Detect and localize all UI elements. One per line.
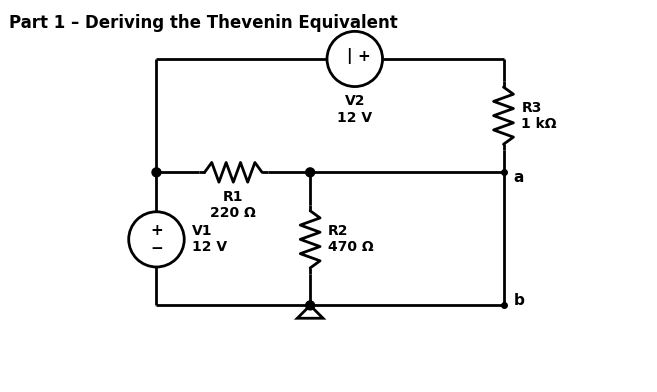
Text: |: | — [346, 48, 351, 64]
Text: +: + — [357, 49, 370, 64]
Circle shape — [152, 168, 161, 177]
Text: V1
12 V: V1 12 V — [192, 224, 227, 254]
Circle shape — [306, 168, 315, 177]
Text: R3
1 kΩ: R3 1 kΩ — [522, 101, 557, 131]
Circle shape — [306, 301, 315, 310]
Text: b: b — [513, 293, 524, 308]
Text: −: − — [150, 241, 163, 256]
Text: R1
220 Ω: R1 220 Ω — [210, 190, 256, 220]
Text: R2
470 Ω: R2 470 Ω — [328, 224, 374, 254]
Text: a: a — [513, 170, 524, 185]
Text: Part 1 – Deriving the Thevenin Equivalent: Part 1 – Deriving the Thevenin Equivalen… — [9, 15, 398, 33]
Text: +: + — [150, 223, 163, 238]
Polygon shape — [297, 305, 323, 318]
Text: V2
12 V: V2 12 V — [337, 94, 373, 125]
